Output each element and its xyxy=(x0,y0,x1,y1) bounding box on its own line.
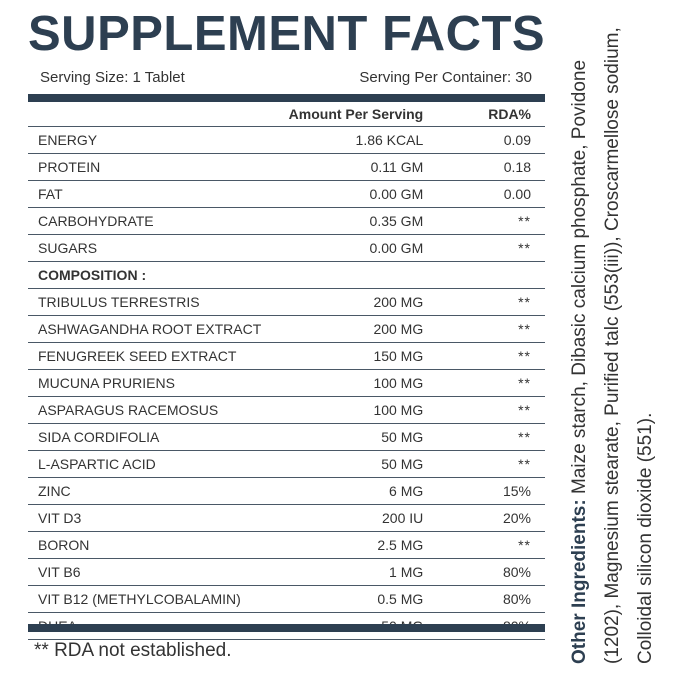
facts-table: Amount Per Serving RDA% ENERGY 1.86 KCAL 0… xyxy=(28,102,545,640)
nutrient-rda: ** xyxy=(518,240,531,256)
composition-section-row: COMPOSITION : xyxy=(28,262,545,289)
nutrient-name: VIT B12 (METHYLCOBALAMIN) xyxy=(38,591,241,607)
footnote: ** RDA not established. xyxy=(34,640,232,661)
table-row: ASPARAGUS RACEMOSUS 100 MG ** xyxy=(28,397,545,424)
nutrient-amount: 0.35 GM xyxy=(369,213,424,229)
nutrient-amount: 1 MG xyxy=(389,564,424,580)
nutrient-amount: 150 MG xyxy=(373,348,424,364)
nutrient-amount: 200 MG xyxy=(373,294,424,310)
table-row: BORON 2.5 MG ** xyxy=(28,532,545,559)
other-ingredients-panel: Other Ingredients: Maize starch, Dibasic… xyxy=(553,0,690,700)
bottom-divider xyxy=(28,624,545,632)
nutrient-amount: 200 IU xyxy=(382,510,424,526)
table-row: SIDA CORDIFOLIA 50 MG ** xyxy=(28,424,545,451)
nutrient-name: SIDA CORDIFOLIA xyxy=(38,429,160,445)
nutrient-name: ENERGY xyxy=(38,132,98,148)
nutrient-rda: ** xyxy=(518,456,531,472)
table-row: TRIBULUS TERRESTRIS 200 MG ** xyxy=(28,289,545,316)
nutrient-amount: 0.11 GM xyxy=(370,159,424,175)
nutrient-rda: ** xyxy=(518,213,531,229)
table-row: L-ASPARTIC ACID 50 MG ** xyxy=(28,451,545,478)
other-ingredients-label: Other Ingredients: xyxy=(569,499,590,664)
nutrient-rda: 0.09 xyxy=(503,132,531,148)
table-row: VIT B12 (METHYLCOBALAMIN) 0.5 MG 80% xyxy=(28,586,545,613)
nutrient-amount: 0.00 GM xyxy=(369,240,424,256)
nutrient-rda: 80% xyxy=(502,564,531,580)
nutrient-amount: 200 MG xyxy=(373,321,424,337)
nutrient-name: ASPARAGUS RACEMOSUS xyxy=(38,402,219,418)
other-ingredients: Other Ingredients: Maize starch, Dibasic… xyxy=(563,24,662,664)
table-row: FENUGREEK SEED EXTRACT 150 MG ** xyxy=(28,343,545,370)
nutrient-amount: 50 MG xyxy=(381,456,424,472)
nutrient-name: TRIBULUS TERRESTRIS xyxy=(38,294,200,310)
table-row: PROTEIN 0.11 GM 0.18 xyxy=(28,154,545,181)
nutrient-rda: ** xyxy=(518,537,531,553)
nutrient-rda: ** xyxy=(518,402,531,418)
nutrient-name: PROTEIN xyxy=(38,159,101,175)
serving-per-container: Serving Per Container: 30 xyxy=(359,69,532,86)
page-title: SUPPLEMENT FACTS xyxy=(28,7,546,61)
table-row: ASHWAGANDHA ROOT EXTRACT 200 MG ** xyxy=(28,316,545,343)
nutrient-amount: 1.86 KCAL xyxy=(355,132,424,148)
nutrient-name: BORON xyxy=(38,537,90,553)
nutrient-amount: 0.00 GM xyxy=(369,186,424,202)
nutrient-rda: 0.18 xyxy=(503,159,531,175)
nutrient-rda: ** xyxy=(518,294,531,310)
table-row: VIT D3 200 IU 20% xyxy=(28,505,545,532)
composition-label: COMPOSITION : xyxy=(38,267,147,283)
top-divider xyxy=(28,94,545,102)
table-row: FAT 0.00 GM 0.00 xyxy=(28,181,545,208)
nutrient-name: ASHWAGANDHA ROOT EXTRACT xyxy=(38,321,262,337)
table-row: VIT B6 1 MG 80% xyxy=(28,559,545,586)
nutrient-amount: 50 MG xyxy=(381,429,424,445)
nutrient-name: SUGARS xyxy=(38,240,98,256)
nutrient-amount: 100 MG xyxy=(373,375,424,391)
nutrient-amount: 0.5 MG xyxy=(377,591,424,607)
nutrient-amount: 6 MG xyxy=(389,483,424,499)
nutrient-rda: ** xyxy=(518,321,531,337)
nutrient-name: VIT D3 xyxy=(38,510,82,526)
nutrient-rda: 80% xyxy=(502,591,531,607)
serving-size: Serving Size: 1 Tablet xyxy=(40,69,185,86)
nutrient-rda: 15% xyxy=(502,483,531,499)
table-row: ZINC 6 MG 15% xyxy=(28,478,545,505)
header-name xyxy=(28,102,284,127)
header-amount: Amount Per Serving xyxy=(288,106,424,122)
nutrient-rda: 0.00 xyxy=(503,186,531,202)
table-row: MUCUNA PRURIENS 100 MG ** xyxy=(28,370,545,397)
header-rda: RDA% xyxy=(488,106,531,122)
table-row: ENERGY 1.86 KCAL 0.09 xyxy=(28,127,545,154)
nutrient-name: FAT xyxy=(38,186,63,202)
nutrient-rda: 20% xyxy=(502,510,531,526)
nutrient-name: VIT B6 xyxy=(38,564,81,580)
nutrient-name: ZINC xyxy=(38,483,71,499)
nutrient-amount: 2.5 MG xyxy=(377,537,424,553)
nutrient-name: FENUGREEK SEED EXTRACT xyxy=(38,348,237,364)
nutrient-rda: ** xyxy=(518,375,531,391)
table-row: SUGARS 0.00 GM ** xyxy=(28,235,545,262)
nutrient-rda: ** xyxy=(518,348,531,364)
table-row: CARBOHYDRATE 0.35 GM ** xyxy=(28,208,545,235)
nutrient-name: CARBOHYDRATE xyxy=(38,213,154,229)
nutrient-amount: 100 MG xyxy=(373,402,424,418)
table-header-row: Amount Per Serving RDA% xyxy=(28,102,545,127)
nutrient-rda: ** xyxy=(518,429,531,445)
nutrient-name: MUCUNA PRURIENS xyxy=(38,375,175,391)
nutrient-name: L-ASPARTIC ACID xyxy=(38,456,156,472)
